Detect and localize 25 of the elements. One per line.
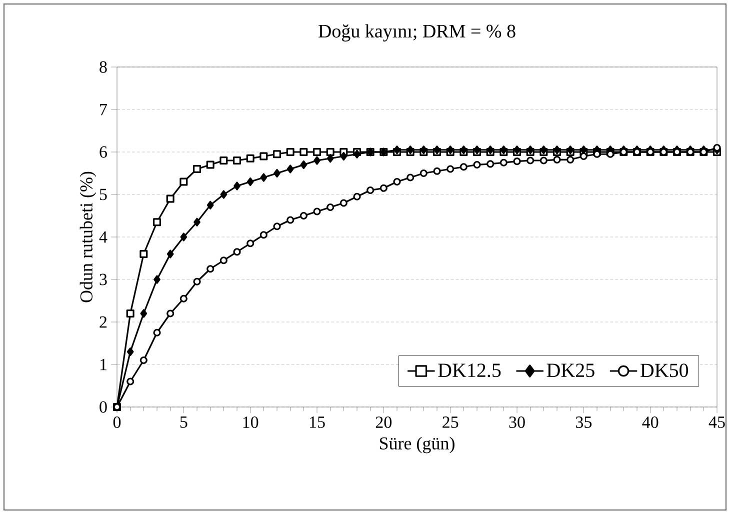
x-tick-label: 0 [113,416,121,428]
x-tick-label: 35 [576,416,592,428]
x-tick-label: 45 [708,416,725,428]
y-tick-label: 7 [100,104,107,116]
x-tick-label: 20 [376,416,392,428]
x-tick-label: 40 [642,416,658,428]
x-tick-label: 15 [310,416,325,428]
y-tick-label: 0 [100,401,107,413]
legend-label: DK25 [546,364,594,378]
x-tick-label: 25 [442,416,458,428]
y-tick-label: 1 [100,358,106,370]
y-tick-label: 5 [100,188,107,200]
x-tick-label: 30 [509,416,525,428]
x-tick-label: 5 [180,416,188,428]
y-tick-label: 3 [100,274,107,286]
x-axis-title: Süre (gün) [380,436,454,454]
y-tick-label: 2 [100,316,107,328]
y-tick-label: 4 [99,231,108,243]
y-tick-label: 8 [100,61,107,73]
y-axis-title: Odun rutubeti (%) [80,172,96,302]
chart-title: Doğu kayını; DRM = % 8 [318,24,516,42]
legend-label: DK12.5 [438,364,501,378]
x-tick-label: 10 [243,416,258,428]
y-tick-label: 6 [100,146,107,158]
legend-label: DK50 [640,364,688,378]
